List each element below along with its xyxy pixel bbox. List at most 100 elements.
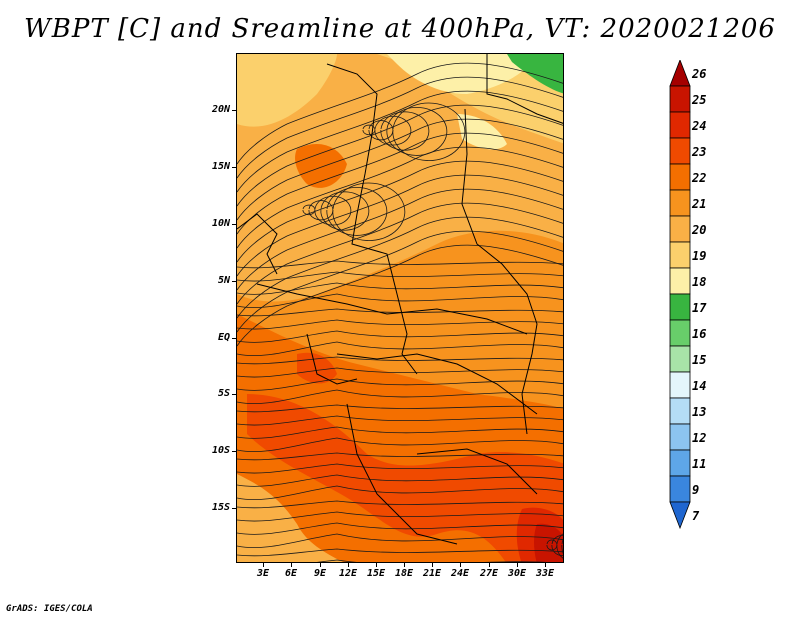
streamline-zonal: [237, 282, 563, 295]
streamline-north: [237, 104, 563, 207]
streamline-zonal: [237, 415, 563, 426]
lon-label: 30E: [507, 568, 527, 579]
colorbar-label: 16: [692, 327, 707, 341]
colorbar-segment: [669, 111, 691, 139]
colorbar-segment: [669, 319, 691, 347]
colorbar-label: 15: [692, 353, 707, 367]
colorbar-label: 24: [692, 119, 707, 133]
streamline-zonal: [237, 367, 563, 378]
lon-tick: [320, 563, 321, 567]
lon-tick: [263, 563, 264, 567]
border-east: [461, 108, 538, 435]
streamline-zonal: [237, 511, 563, 522]
streamline-zonal: [237, 426, 563, 439]
temperature-field: [237, 54, 563, 562]
lon-label: 9E: [313, 568, 327, 579]
lon-label: 27E: [479, 568, 499, 579]
lat-tick: [232, 508, 236, 509]
streamline-north: [237, 76, 563, 179]
colorbar-segment: [669, 189, 691, 217]
lat-tick: [232, 451, 236, 452]
colorbar-label: 14: [692, 379, 707, 393]
streamline-zonal: [237, 404, 563, 413]
colorbar-label: 12: [692, 431, 707, 445]
lat-label: 15S: [211, 502, 230, 513]
border-southeast: [416, 448, 538, 495]
lat-tick: [232, 338, 236, 339]
lat-label: 20N: [211, 104, 230, 115]
streamline-zonal: [237, 485, 563, 501]
streamline-zonal: [237, 500, 563, 509]
lat-label: 5N: [217, 275, 230, 286]
colorbar-segment: [669, 163, 691, 191]
lat-tick: [232, 394, 236, 395]
streamline-gyre: [314, 195, 352, 226]
colorbar-segment: [669, 423, 691, 451]
colorbar-segment: [669, 215, 691, 243]
lon-label: 33E: [535, 568, 555, 579]
streamline-north: [237, 202, 563, 305]
colorbar-label: 7: [692, 509, 700, 523]
streamline-north: [237, 160, 563, 263]
grads-credit: GrADS: IGES/COLA: [6, 604, 93, 614]
lon-label: 3E: [256, 568, 270, 579]
colorbar-label: 25: [692, 93, 707, 107]
colorbar-label: 23: [692, 145, 707, 159]
colorbar: [669, 60, 691, 530]
colorbar-segment: [669, 241, 691, 269]
lat-label: EQ: [217, 332, 230, 343]
streamline-zonal: [237, 463, 563, 474]
country-borders: [237, 54, 563, 545]
field-23-b: [297, 352, 337, 384]
streamline-north: [237, 146, 563, 249]
border-lakes: [336, 353, 538, 415]
lon-tick: [404, 563, 405, 567]
streamline-gyre: [320, 191, 370, 231]
streamline-zonal: [237, 437, 563, 453]
colorbar-segment: [669, 85, 691, 113]
lon-label: 15E: [366, 568, 386, 579]
streamline-zonal: [237, 308, 563, 317]
streamline-gyre: [332, 182, 406, 241]
streamline-zonal: [237, 474, 563, 487]
lon-tick: [291, 563, 292, 567]
colorbar-label: 21: [692, 197, 707, 211]
lat-tick: [232, 167, 236, 168]
border-south: [346, 403, 458, 545]
streamline-zonal: [237, 452, 563, 461]
lat-tick: [232, 281, 236, 282]
lon-tick: [460, 563, 461, 567]
streamline-southeast-gyre: [551, 535, 563, 556]
lon-label: 6E: [284, 568, 298, 579]
streamline-north: [237, 118, 563, 221]
lat-label: 5S: [217, 388, 230, 399]
streamline-zonal: [237, 389, 563, 405]
field-19-northwest: [237, 54, 337, 127]
lon-label: 24E: [450, 568, 470, 579]
lon-label: 21E: [422, 568, 442, 579]
streamline-north: [237, 244, 563, 347]
streamline-gyre: [374, 115, 412, 146]
map-canvas: [237, 54, 563, 562]
lat-label: 10N: [211, 218, 230, 229]
colorbar-label: 18: [692, 275, 707, 289]
colorbar-segment: [669, 371, 691, 399]
streamline-gyre: [392, 102, 466, 161]
map-panel: [236, 53, 564, 563]
lat-tick: [232, 224, 236, 225]
field-20-north: [237, 54, 563, 302]
colorbar-label: 9: [692, 483, 700, 497]
streamline-gyre: [326, 187, 388, 236]
colorbar-label: 13: [692, 405, 707, 419]
streamline-north: [237, 216, 563, 319]
streamline-zonal: [237, 533, 563, 549]
colorbar-label: 22: [692, 171, 707, 185]
lon-tick: [432, 563, 433, 567]
streamline-north: [237, 62, 563, 165]
border-congo: [306, 333, 358, 385]
field-17: [507, 54, 563, 94]
field-25: [534, 523, 563, 562]
field-18-b: [457, 114, 507, 150]
streamline-gyre: [386, 107, 448, 156]
lon-tick: [348, 563, 349, 567]
